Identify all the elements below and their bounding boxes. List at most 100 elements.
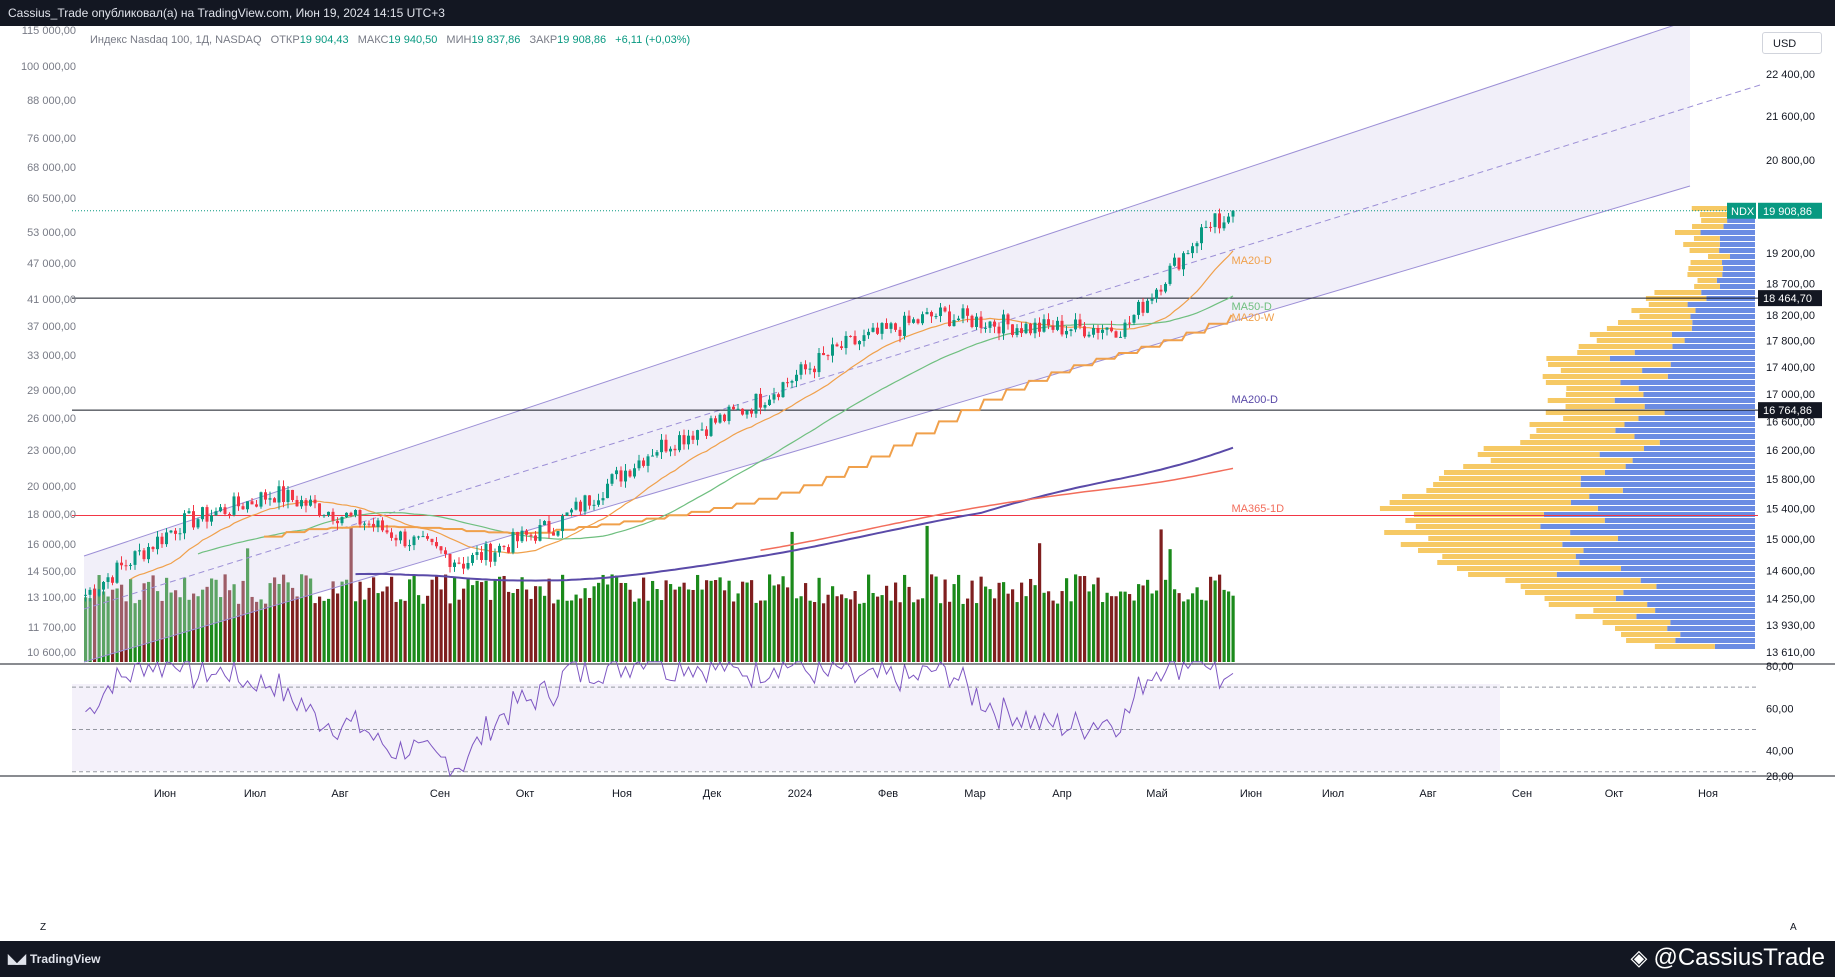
- volume-profile-down: [1670, 620, 1755, 625]
- candle-body: [808, 368, 812, 370]
- volume-bar: [1155, 590, 1159, 662]
- candle-body: [286, 489, 290, 502]
- volume-profile-down: [1643, 392, 1755, 397]
- volume-profile-down: [1722, 260, 1755, 265]
- volume-bar: [124, 601, 128, 662]
- volume-profile-up: [1701, 218, 1728, 223]
- volume-profile-up: [1618, 320, 1693, 325]
- volume-bar: [205, 586, 209, 662]
- y-tick-label-right: 18 200,00: [1766, 310, 1815, 322]
- volume-profile-down: [1583, 548, 1755, 553]
- candle-body: [187, 511, 191, 514]
- candle-body: [250, 501, 254, 505]
- volume-profile-down: [1730, 254, 1755, 259]
- volume-bar: [129, 579, 133, 662]
- volume-bar: [750, 580, 754, 662]
- candle-body: [970, 315, 974, 327]
- volume-bar: [120, 584, 124, 662]
- candle-body: [327, 511, 330, 516]
- auto-scale-button[interactable]: A: [1790, 922, 1797, 933]
- volume-profile-up: [1463, 464, 1626, 469]
- candle-body: [525, 530, 528, 535]
- candle-body: [313, 499, 317, 504]
- volume-bar: [961, 603, 965, 662]
- volume-bar: [475, 580, 479, 662]
- volume-profile-down: [1722, 272, 1755, 277]
- volume-bar: [133, 603, 137, 662]
- volume-bar: [529, 598, 533, 662]
- candle-body: [754, 393, 758, 414]
- candle-body: [952, 320, 956, 327]
- volume-bar: [345, 579, 349, 662]
- volume-bar: [1182, 601, 1186, 662]
- volume-profile-up: [1692, 224, 1724, 229]
- candle-body: [547, 521, 551, 533]
- volume-bar: [1029, 578, 1033, 662]
- candle-body: [291, 489, 294, 500]
- candle-body: [1200, 227, 1203, 244]
- price-label-box: [1758, 290, 1822, 307]
- y-tick-label-right: 22 400,00: [1766, 69, 1815, 81]
- volume-profile-up: [1415, 524, 1541, 529]
- candle-body: [871, 327, 875, 332]
- volume-bar: [286, 582, 290, 662]
- candle-body: [439, 546, 443, 551]
- candle-body: [727, 406, 731, 422]
- x-tick-label: Авг: [331, 788, 348, 800]
- volume-bar: [660, 600, 664, 662]
- volume-bar: [1065, 578, 1069, 662]
- volume-bar: [363, 599, 367, 662]
- candle-body: [1065, 330, 1068, 335]
- volume-bar: [160, 600, 164, 662]
- candle-body: [1164, 283, 1167, 292]
- candle-body: [264, 492, 267, 500]
- volume-bar: [336, 593, 340, 662]
- volume-bar: [970, 580, 974, 662]
- volume-bar: [457, 599, 461, 662]
- legend-low-value: 19 837,86: [471, 34, 521, 46]
- volume-bar: [1231, 595, 1235, 662]
- volume-profile-down: [1644, 404, 1755, 409]
- candle-body: [232, 496, 236, 515]
- candle-body: [124, 565, 128, 567]
- x-tick-label: Сен: [430, 788, 450, 800]
- x-tick-label: Окт: [516, 788, 535, 800]
- candle-body: [1119, 336, 1122, 338]
- volume-bar: [417, 595, 421, 662]
- volume-profile-up: [1548, 602, 1648, 607]
- volume-bar: [1128, 594, 1132, 662]
- candle-body: [700, 429, 704, 431]
- diamond-icon: ◈: [1630, 945, 1648, 970]
- zoom-z-button[interactable]: Z: [40, 922, 47, 933]
- volume-profile-up: [1694, 284, 1720, 289]
- volume-profile-down: [1647, 602, 1755, 607]
- volume-bar: [228, 590, 232, 662]
- y-tick-label-right: 15 400,00: [1766, 504, 1815, 516]
- volume-bar: [151, 575, 155, 662]
- volume-bar: [642, 577, 646, 662]
- candle-body: [205, 507, 209, 522]
- volume-bar: [817, 577, 821, 662]
- candle-body: [300, 500, 303, 507]
- candle-body: [444, 550, 447, 554]
- volume-bar: [705, 580, 709, 662]
- volume-bar: [741, 581, 745, 662]
- volume-bar: [408, 579, 412, 662]
- volume-bar: [840, 594, 844, 662]
- published-header: Cassius_Trade опубликовал(а) на TradingV…: [0, 0, 1835, 26]
- y-tick-label-right: 17 400,00: [1766, 362, 1815, 374]
- volume-bar: [777, 584, 781, 662]
- candle-body: [1227, 216, 1230, 223]
- currency-button[interactable]: USD: [1762, 32, 1822, 54]
- candle-body: [561, 515, 564, 532]
- volume-profile-down: [1643, 446, 1755, 451]
- tradingview-logo[interactable]: ◣◢ TradingView: [8, 951, 100, 967]
- candle-body: [201, 507, 204, 520]
- y-tick-label-left: 33 000,00: [27, 350, 76, 362]
- candle-body: [1146, 300, 1149, 313]
- legend-close-value: 19 908,86: [557, 34, 607, 46]
- volume-profile-up: [1490, 458, 1633, 463]
- x-tick-label: Июн: [1240, 788, 1262, 800]
- price-label-box: [1758, 202, 1822, 219]
